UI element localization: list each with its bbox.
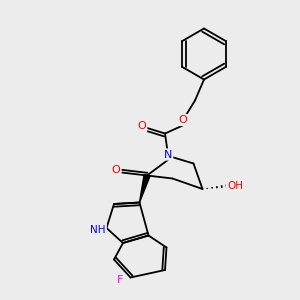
Text: O: O xyxy=(178,115,188,125)
Polygon shape xyxy=(140,175,150,203)
Text: OH: OH xyxy=(227,181,243,191)
Text: O: O xyxy=(112,165,121,176)
Text: F: F xyxy=(117,275,123,285)
Text: N: N xyxy=(164,149,172,160)
Text: O: O xyxy=(137,121,146,131)
Text: NH: NH xyxy=(90,224,106,235)
